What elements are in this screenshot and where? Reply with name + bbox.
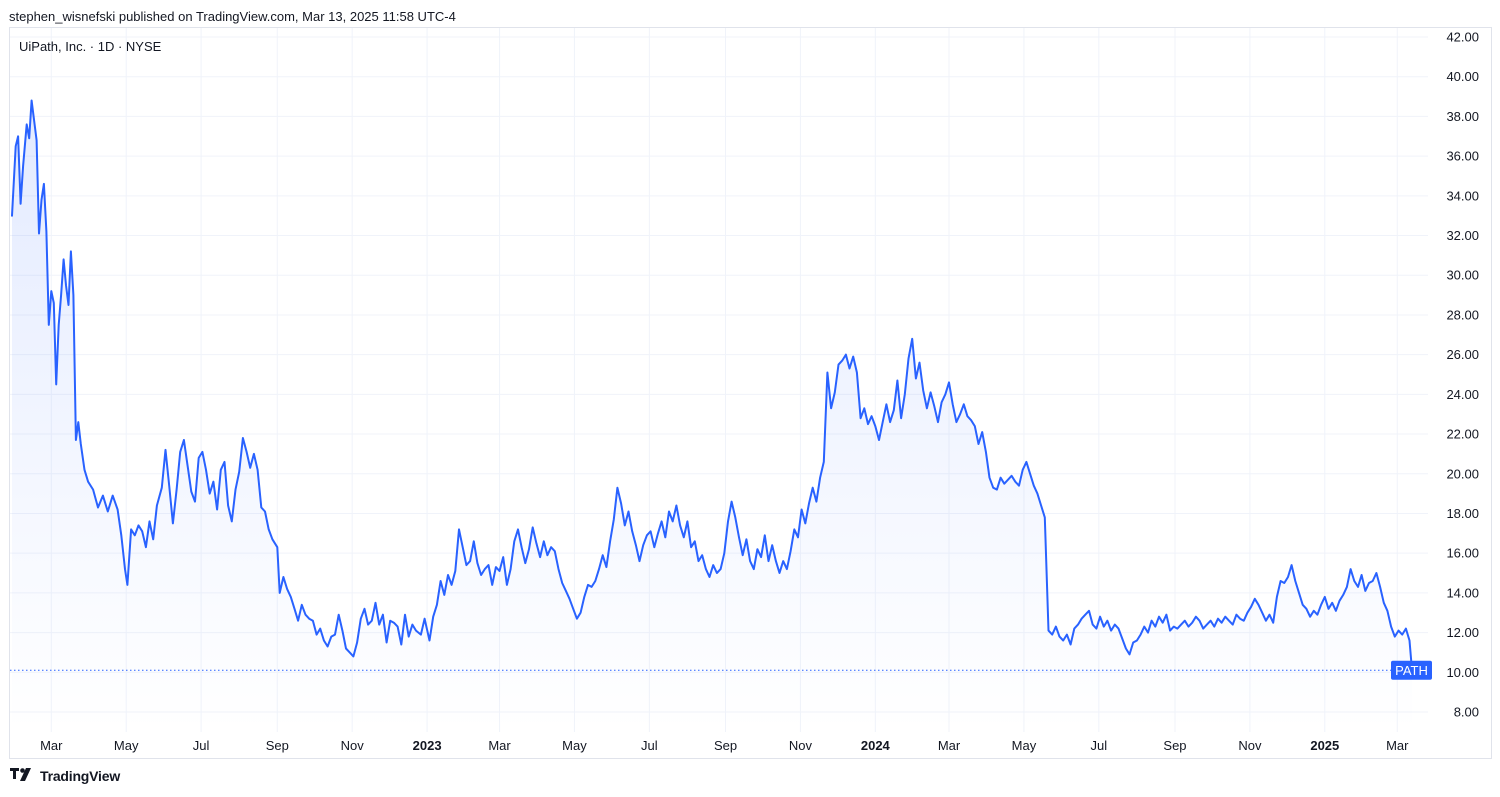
x-tick-label: Sep xyxy=(714,738,737,753)
footer-brand[interactable]: TradingView xyxy=(10,768,120,784)
x-tick-label: 2024 xyxy=(861,738,891,753)
y-tick-label: 14.00 xyxy=(1446,585,1479,600)
x-tick-label: Sep xyxy=(1163,738,1186,753)
x-tick-label: Jul xyxy=(193,738,210,753)
y-tick-label: 16.00 xyxy=(1446,546,1479,561)
x-tick-label: May xyxy=(1012,738,1037,753)
y-tick-label: 10.00 xyxy=(1446,665,1479,680)
y-tick-label: 34.00 xyxy=(1446,188,1479,203)
x-tick-label: Jul xyxy=(641,738,658,753)
symbol-price-label-bg xyxy=(1391,660,1432,680)
x-tick-label: May xyxy=(562,738,587,753)
y-tick-label: 30.00 xyxy=(1446,268,1479,283)
x-tick-label: Jul xyxy=(1091,738,1108,753)
y-tick-label: 42.00 xyxy=(1446,30,1479,45)
y-tick-label: 12.00 xyxy=(1446,625,1479,640)
y-tick-label: 18.00 xyxy=(1446,506,1479,521)
y-tick-label: 8.00 xyxy=(1454,705,1479,720)
y-tick-label: 26.00 xyxy=(1446,347,1479,362)
x-tick-label: Nov xyxy=(1238,738,1262,753)
x-tick-label: Nov xyxy=(789,738,813,753)
x-tick-label: Mar xyxy=(40,738,63,753)
x-tick-label: 2025 xyxy=(1310,738,1339,753)
y-tick-label: 40.00 xyxy=(1446,69,1479,84)
x-tick-label: Mar xyxy=(938,738,961,753)
x-tick-label: 2023 xyxy=(413,738,442,753)
x-tick-label: May xyxy=(114,738,139,753)
price-area-fill xyxy=(12,100,1412,732)
x-tick-label: Mar xyxy=(488,738,511,753)
x-tick-label: Mar xyxy=(1386,738,1409,753)
x-axis: Mar May Jul Sep Nov 2023 Mar May Jul Sep Nov 2024 Ma… xyxy=(40,738,1409,753)
publish-info: stephen_wisnefski published on TradingVi… xyxy=(9,9,456,24)
x-tick-label: Nov xyxy=(341,738,365,753)
y-tick-label: 28.00 xyxy=(1446,307,1479,322)
y-tick-label: 38.00 xyxy=(1446,109,1479,124)
footer-brand-text: TradingView xyxy=(40,768,121,784)
y-tick-label: 22.00 xyxy=(1446,427,1479,442)
y-axis: 42.00 40.00 38.00 36.00 34.00 32.00 30.00 28.00… xyxy=(1446,30,1479,720)
y-tick-label: 36.00 xyxy=(1446,149,1479,164)
y-tick-label: 24.00 xyxy=(1446,387,1479,402)
y-tick-label: 20.00 xyxy=(1446,466,1479,481)
tradingview-logo-icon xyxy=(10,768,31,781)
x-tick-label: Sep xyxy=(266,738,289,753)
last-price-marker: PATH xyxy=(10,660,1432,680)
plot-area xyxy=(11,99,1413,732)
y-tick-label: 32.00 xyxy=(1446,228,1479,243)
symbol-legend[interactable]: UiPath, Inc. · 1D · NYSE xyxy=(19,39,162,54)
symbol-price-label: PATH xyxy=(1395,663,1428,678)
price-series-line[interactable] xyxy=(11,99,1413,672)
chart-frame xyxy=(9,27,1492,759)
